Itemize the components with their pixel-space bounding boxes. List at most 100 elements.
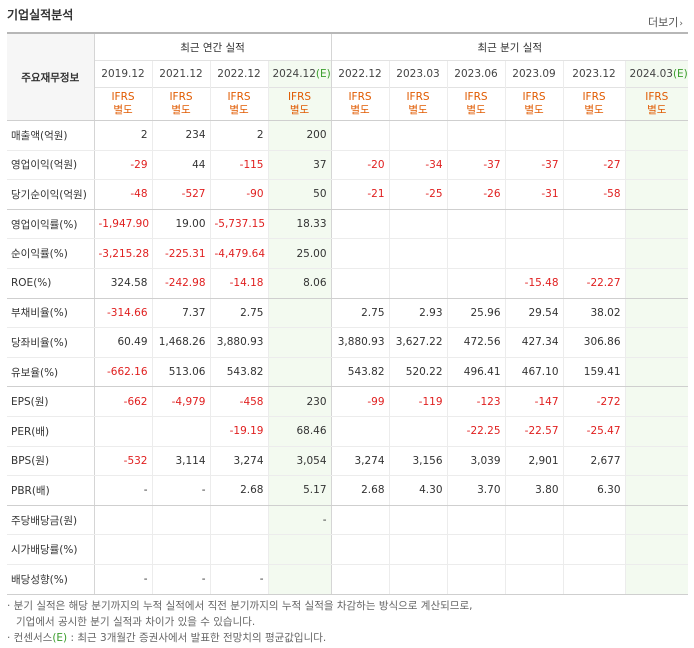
row-label: 매출액(억원) xyxy=(7,120,95,151)
estimate-mark: (E) xyxy=(315,68,331,80)
value-cell xyxy=(624,416,689,447)
value-cell: 2,677 xyxy=(562,446,626,477)
value-cell: -5,737.15 xyxy=(209,209,268,240)
row-label: 시가배당률(%) xyxy=(7,534,95,565)
value-cell: 467.10 xyxy=(504,357,564,388)
value-cell xyxy=(624,357,689,388)
value-cell: -662 xyxy=(94,386,152,417)
value-cell: 2 xyxy=(209,120,268,151)
value-cell xyxy=(388,416,448,447)
value-cell xyxy=(267,327,332,358)
value-cell: -119 xyxy=(388,386,448,417)
value-cell xyxy=(330,120,390,151)
value-cell: 543.82 xyxy=(330,357,390,388)
value-cell xyxy=(624,120,689,151)
value-cell xyxy=(330,268,390,299)
value-cell: -27 xyxy=(562,150,626,181)
value-cell: 3,274 xyxy=(330,446,390,477)
value-cell xyxy=(94,505,152,536)
value-cell xyxy=(624,327,689,358)
period-header: 2022.12 xyxy=(330,60,390,88)
value-cell: -34 xyxy=(388,150,448,181)
value-cell: -4,479.64 xyxy=(209,238,268,269)
value-cell xyxy=(446,564,506,595)
value-cell: 200 xyxy=(267,120,332,151)
value-cell: 3.80 xyxy=(504,475,564,506)
value-cell: -225.31 xyxy=(151,238,210,269)
period-header: 2022.12 xyxy=(209,60,268,88)
row-label: 영업이익률(%) xyxy=(7,209,95,240)
value-cell: 38.02 xyxy=(562,298,626,329)
period-label: 2024.12 xyxy=(272,68,316,80)
basis-type: 별도 xyxy=(584,104,604,116)
basis-type: 별도 xyxy=(229,104,249,116)
value-cell: 4.30 xyxy=(388,475,448,506)
period-header: 2023.03 xyxy=(388,60,448,88)
value-cell xyxy=(504,564,564,595)
value-cell: -22.27 xyxy=(562,268,626,299)
row-label: 주당배당금(원) xyxy=(7,505,95,536)
value-cell: 25.00 xyxy=(267,238,332,269)
row-label: BPS(원) xyxy=(7,446,95,477)
more-link[interactable]: 더보기› xyxy=(648,14,683,30)
value-cell: 3,880.93 xyxy=(330,327,390,358)
footnote-2-mark: (E) xyxy=(52,632,68,644)
basis-header: IFRS 별도 xyxy=(330,87,390,121)
basis-type: 별도 xyxy=(113,104,133,116)
value-cell xyxy=(624,386,689,417)
estimate-mark: (E) xyxy=(672,68,688,80)
value-cell xyxy=(562,534,626,565)
value-cell xyxy=(94,534,152,565)
value-cell xyxy=(562,564,626,595)
table-row: 시가배당률(%) xyxy=(7,534,689,565)
value-cell: 3,156 xyxy=(388,446,448,477)
basis-header: IFRS 별도 xyxy=(446,87,506,121)
basis-standard: IFRS xyxy=(348,91,372,103)
value-cell xyxy=(446,505,506,536)
table-row: 주당배당금(원) - xyxy=(7,505,689,536)
basis-standard: IFRS xyxy=(169,91,193,103)
period-label: 2022.12 xyxy=(338,68,382,80)
row-label: ROE(%) xyxy=(7,268,95,299)
table-row: PBR(배) - -2.68 5.17 2.68 4.30 3.70 3.80 6.30 xyxy=(7,475,689,506)
financial-table: 주요재무정보 최근 연간 실적 최근 분기 실적 2019.12 2021.12 2… xyxy=(7,32,689,595)
value-cell: -1,947.90 xyxy=(94,209,152,240)
value-cell xyxy=(504,505,564,536)
period-header: 2023.06 xyxy=(446,60,506,88)
value-cell xyxy=(209,534,268,565)
value-cell: -458 xyxy=(209,386,268,417)
value-cell: - xyxy=(94,475,152,506)
value-cell: 3,039 xyxy=(446,446,506,477)
row-label: PER(배) xyxy=(7,416,95,447)
basis-standard: IFRS xyxy=(287,91,312,103)
value-cell: -22.57 xyxy=(504,416,564,447)
value-cell: 2.75 xyxy=(330,298,390,329)
basis-header: IFRS 별도 xyxy=(151,87,210,121)
period-label: 2023.06 xyxy=(454,68,498,80)
row-label: 당좌비율(%) xyxy=(7,327,95,358)
value-cell: 306.86 xyxy=(562,327,626,358)
value-cell: 19.00 xyxy=(151,209,210,240)
basis-header: IFRS 별도 xyxy=(267,87,332,121)
value-cell xyxy=(624,150,689,181)
table-row: 배당성향(%) - - - xyxy=(7,564,689,595)
footnote-1: · 분기 실적은 해당 분기까지의 누적 실적에서 직전 분기까지의 누적 실적… xyxy=(7,600,473,612)
value-cell xyxy=(446,534,506,565)
value-cell: 7.37 xyxy=(151,298,210,329)
value-cell xyxy=(267,298,332,329)
basis-standard: IFRS xyxy=(227,91,251,103)
value-cell: - xyxy=(209,564,268,595)
value-cell xyxy=(562,505,626,536)
row-label: 영업이익(억원) xyxy=(7,150,95,181)
basis-type: 별도 xyxy=(524,104,544,116)
value-cell: - xyxy=(267,505,332,536)
basis-header: IFRS 별도 xyxy=(624,87,689,121)
value-cell xyxy=(446,209,506,240)
value-cell xyxy=(624,505,689,536)
value-cell: -123 xyxy=(446,386,506,417)
value-cell: -90 xyxy=(209,179,268,210)
value-cell: -115 xyxy=(209,150,268,181)
value-cell: 427.34 xyxy=(504,327,564,358)
value-cell: 234 xyxy=(151,120,210,151)
basis-header: IFRS 별도 xyxy=(504,87,564,121)
